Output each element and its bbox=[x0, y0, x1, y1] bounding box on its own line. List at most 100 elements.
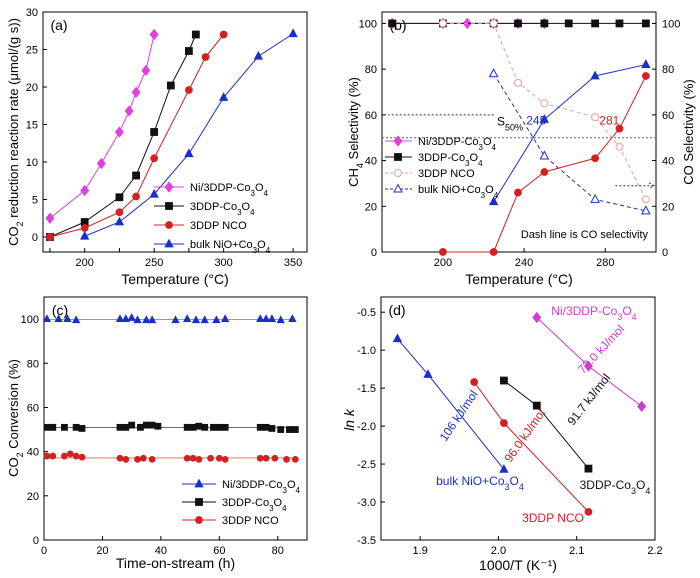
y-tick-label: 15 bbox=[26, 120, 38, 132]
data-point bbox=[253, 50, 264, 60]
data-point bbox=[183, 314, 192, 322]
right-y-tick-label: 40 bbox=[662, 156, 674, 168]
data-point bbox=[641, 195, 650, 204]
data-point bbox=[115, 193, 124, 202]
panel-letter: (c) bbox=[52, 302, 68, 318]
right-axis-arrow bbox=[615, 182, 655, 190]
legend-label: 3DDP-Co3O4 bbox=[222, 497, 287, 513]
y-axis-title: CO2 Conversion (%) bbox=[6, 359, 25, 477]
data-point bbox=[267, 314, 277, 322]
data-point bbox=[141, 64, 151, 77]
panel-letter: (a) bbox=[50, 17, 67, 33]
data-point bbox=[488, 196, 499, 206]
legend-marker bbox=[394, 153, 402, 161]
data-point bbox=[133, 315, 142, 324]
right-y-tick-label: 0 bbox=[662, 247, 668, 259]
data-point bbox=[388, 19, 397, 28]
y-tick-label: -0.5 bbox=[357, 307, 376, 319]
data-point bbox=[584, 464, 593, 473]
plot-frame bbox=[381, 11, 657, 253]
x-tick-label: 280 bbox=[596, 257, 614, 269]
series-name-label: 3DDP NCO bbox=[522, 511, 584, 525]
data-point bbox=[150, 128, 159, 136]
x-axis-title: Time-on-stream (h) bbox=[116, 555, 235, 571]
data-point bbox=[210, 423, 217, 431]
data-point bbox=[499, 464, 509, 473]
data-point bbox=[500, 376, 508, 385]
y-axis-title: ln k bbox=[341, 408, 357, 431]
x-tick-label: 80 bbox=[272, 545, 284, 557]
x-tick-label: 20 bbox=[96, 545, 108, 557]
data-point bbox=[615, 19, 624, 28]
x-tick-label: 40 bbox=[155, 545, 167, 557]
data-point bbox=[641, 59, 651, 68]
data-point bbox=[221, 314, 230, 322]
data-point bbox=[149, 28, 159, 41]
y-tick-label: -1.0 bbox=[357, 345, 376, 357]
data-point bbox=[116, 423, 124, 431]
data-point bbox=[78, 453, 86, 461]
data-point bbox=[78, 425, 86, 432]
right-y-tick-label: 20 bbox=[662, 201, 674, 213]
x-tick-label: 60 bbox=[213, 545, 225, 557]
data-point bbox=[43, 452, 51, 460]
legend-label: Ni/3DDP-Co3O4 bbox=[418, 136, 497, 152]
x-tick-label: 300 bbox=[214, 257, 232, 269]
legend-label: bulk NiO+Co3O4 bbox=[190, 239, 271, 255]
data-point bbox=[124, 105, 134, 117]
y-tick-label: 5 bbox=[32, 195, 38, 207]
data-point bbox=[540, 168, 549, 176]
data-point bbox=[149, 188, 159, 198]
x-tick-label: 0 bbox=[41, 545, 47, 557]
y-tick-label: 20 bbox=[26, 82, 38, 94]
data-point bbox=[184, 47, 193, 55]
data-point bbox=[219, 30, 228, 39]
data-point bbox=[637, 400, 647, 412]
data-point bbox=[80, 184, 90, 197]
data-point bbox=[564, 19, 573, 28]
data-point bbox=[61, 423, 68, 431]
data-point bbox=[116, 454, 124, 462]
data-point bbox=[221, 455, 229, 463]
y-tick-label: -3.5 bbox=[357, 535, 376, 547]
x-axis-title: 1000/T (K⁻¹) bbox=[479, 557, 557, 573]
ea-label: 106 kJ/mol bbox=[437, 388, 481, 444]
data-point bbox=[539, 150, 550, 160]
legend-marker bbox=[165, 202, 173, 210]
data-point bbox=[45, 212, 55, 224]
data-point bbox=[80, 230, 90, 240]
y-tick-label: 30 bbox=[26, 7, 38, 19]
data-point bbox=[276, 315, 285, 324]
data-point bbox=[488, 68, 499, 78]
data-point bbox=[221, 423, 229, 431]
legend-marker bbox=[393, 183, 403, 193]
y-tick-label: 100 bbox=[21, 314, 39, 326]
legend-marker bbox=[393, 135, 403, 147]
y-tick-label: 40 bbox=[365, 156, 377, 168]
y-axis-title: CO2 reduction reaction rate (μmol/(g s)) bbox=[6, 18, 25, 246]
data-point bbox=[256, 423, 264, 431]
t50-nco-label: 281 bbox=[599, 114, 619, 128]
data-point bbox=[189, 454, 197, 462]
data-point bbox=[539, 114, 550, 123]
data-point bbox=[114, 126, 124, 138]
data-point bbox=[207, 454, 214, 462]
series-line bbox=[49, 34, 155, 219]
data-point bbox=[132, 192, 140, 201]
data-point bbox=[54, 314, 63, 322]
x-tick-label: 2.1 bbox=[569, 545, 584, 557]
data-point bbox=[489, 19, 498, 28]
legend-label: Ni/3DDP-Co3O4 bbox=[190, 182, 269, 198]
series-line bbox=[84, 33, 294, 237]
data-point bbox=[183, 423, 191, 431]
data-point bbox=[500, 419, 508, 427]
legend-marker bbox=[164, 238, 174, 248]
legend-label: 3DDP NCO bbox=[222, 515, 279, 527]
y-tick-label: -3.0 bbox=[357, 497, 376, 509]
data-point bbox=[115, 314, 125, 322]
right-y-tick-label: 80 bbox=[662, 64, 674, 76]
data-point bbox=[261, 314, 271, 322]
legend-label: bulk NiO+Co3O4 bbox=[418, 184, 499, 200]
legend-marker bbox=[394, 169, 402, 177]
